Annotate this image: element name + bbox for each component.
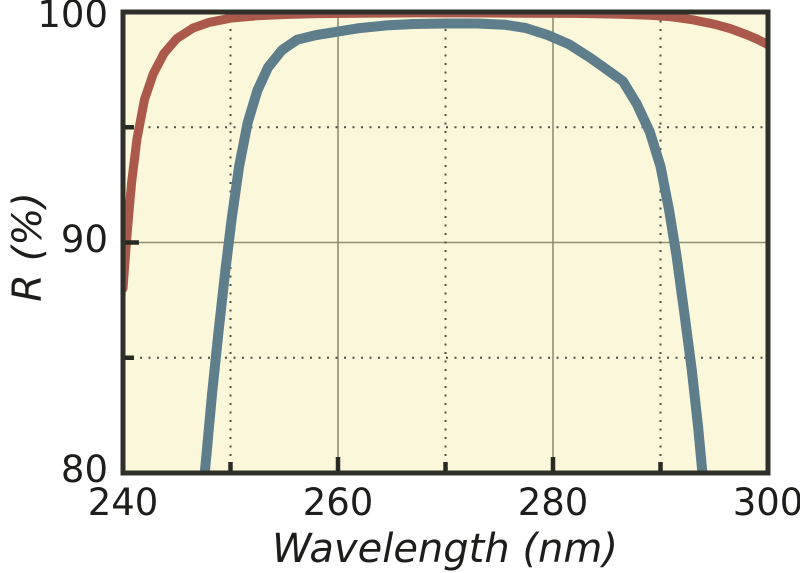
x-tick-label-240: 240 (87, 481, 159, 524)
series-narrowband-coating-blue (199, 18, 708, 473)
y-axis-title: R (%) (5, 192, 51, 302)
plot-frame (120, 9, 771, 476)
y-tick-label-80: 80 (60, 448, 108, 491)
y-tick-label-90: 90 (60, 217, 108, 261)
x-tick-label-260: 260 (302, 481, 374, 524)
x-tick-label-280: 280 (517, 481, 589, 524)
y-tick-label-100: 100 (37, 0, 108, 36)
x-tick-label-300: 300 (732, 481, 800, 524)
x-axis-title: Wavelength (nm) (272, 526, 618, 572)
